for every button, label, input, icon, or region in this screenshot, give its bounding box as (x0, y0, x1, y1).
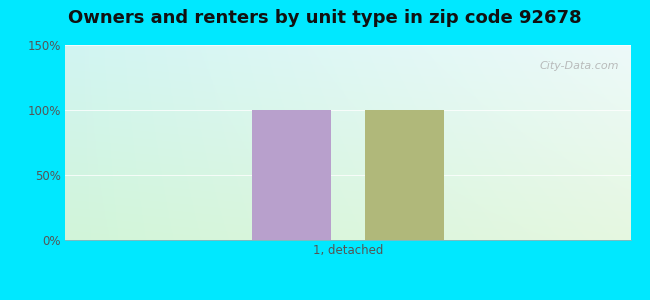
Bar (252, 110, 331, 240)
Bar (365, 110, 444, 240)
Legend: Owner occupied units, Renter occupied units: Owner occupied units, Renter occupied un… (185, 299, 510, 300)
Text: City-Data.com: City-Data.com (540, 61, 619, 70)
Text: Owners and renters by unit type in zip code 92678: Owners and renters by unit type in zip c… (68, 9, 582, 27)
